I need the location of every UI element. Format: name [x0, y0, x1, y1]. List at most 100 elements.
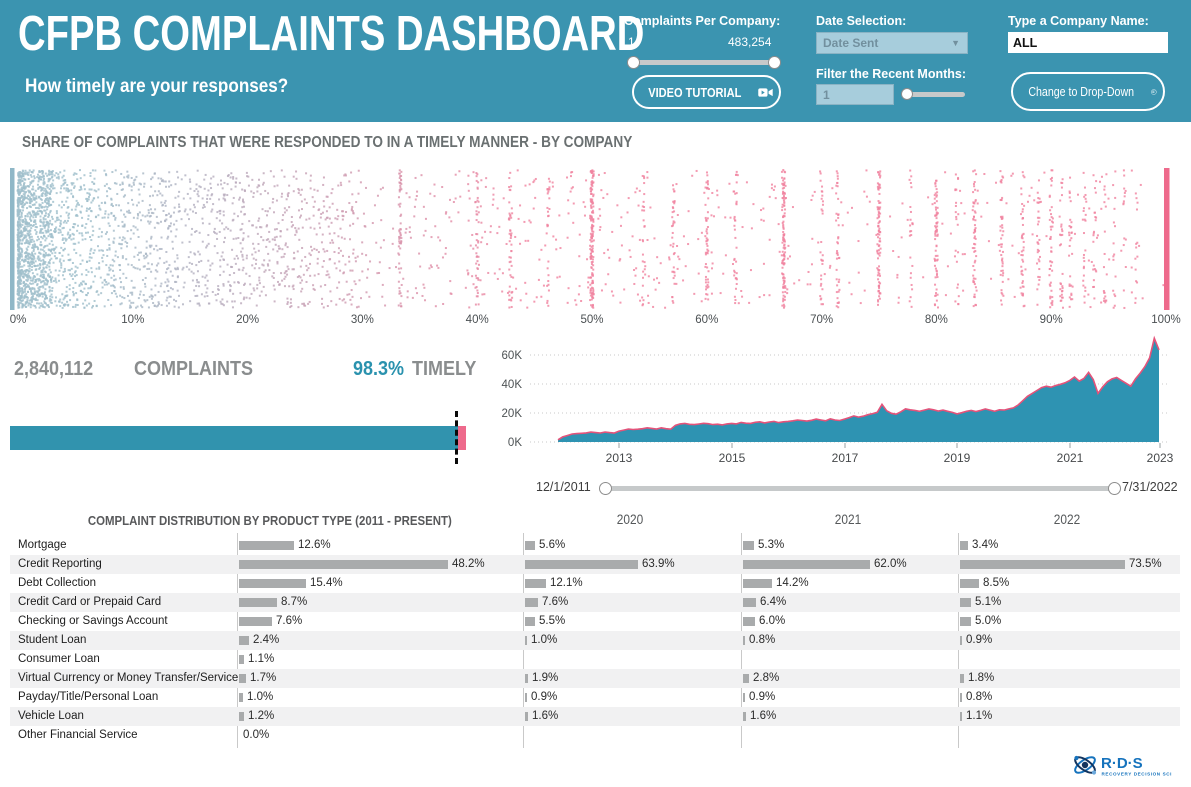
timeliness-scatter-plot[interactable]: [10, 168, 1176, 310]
date-selection-value: Date Sent: [823, 36, 879, 50]
product-share-bar[interactable]: [239, 541, 294, 550]
product-share-bar[interactable]: [743, 636, 745, 645]
video-tutorial-button[interactable]: VIDEO TUTORIAL: [632, 75, 781, 109]
product-share-bar[interactable]: [525, 617, 535, 626]
product-share-bar[interactable]: [743, 541, 754, 550]
product-share-bar[interactable]: [525, 674, 528, 683]
product-share-bar[interactable]: [239, 655, 244, 664]
product-share-value: 48.2%: [452, 558, 485, 570]
date-range-start-handle[interactable]: [599, 482, 612, 495]
product-share-bar[interactable]: [525, 693, 527, 702]
cpc-slider-min-handle[interactable]: [627, 56, 640, 69]
scatter-x-tick-label: 30%: [350, 314, 374, 326]
product-share-value: 0.8%: [966, 691, 993, 703]
logo-text: R·D·S: [1101, 755, 1143, 772]
product-share-value: 0.8%: [749, 634, 776, 646]
scatter-x-tick-label: 50%: [580, 314, 604, 326]
product-share-bar[interactable]: [239, 598, 277, 607]
product-share-bar[interactable]: [525, 579, 546, 588]
filter-months-slider[interactable]: [901, 88, 965, 100]
product-share-bar[interactable]: [239, 693, 243, 702]
product-share-value: 5.0%: [975, 615, 1002, 627]
product-share-bar[interactable]: [743, 598, 756, 607]
product-share-bar[interactable]: [239, 674, 246, 683]
cpc-range-slider[interactable]: [627, 56, 781, 69]
product-share-bar[interactable]: [743, 617, 755, 626]
complaints-over-time-area-chart[interactable]: 0K 20K 40K 60K 2013 2015 2017 2019 2021 2023: [488, 333, 1188, 473]
table-row[interactable]: Credit Reporting 48.2% 63.9% 62.0% 73.5%: [10, 555, 1180, 574]
product-share-bar[interactable]: [960, 560, 1125, 569]
product-share-bar[interactable]: [239, 636, 249, 645]
product-share-bar[interactable]: [239, 560, 448, 569]
table-row[interactable]: Debt Collection 15.4% 12.1% 14.2% 8.5%: [10, 574, 1180, 593]
scatter-x-tick-label: 10%: [121, 314, 145, 326]
product-share-bar[interactable]: [960, 636, 962, 645]
svg-text:2017: 2017: [832, 451, 859, 465]
product-share-value: 15.4%: [310, 577, 343, 589]
timely-share-bar[interactable]: [10, 426, 466, 450]
product-label: Payday/Title/Personal Loan: [18, 691, 159, 703]
product-share-bar[interactable]: [239, 712, 244, 721]
rds-logo: R·D·S RECOVERY DECISION SCIENCE: [1072, 748, 1187, 787]
date-range-end-handle[interactable]: [1108, 482, 1121, 495]
product-share-bar[interactable]: [960, 541, 968, 550]
header-bar: CFPB COMPLAINTS DASHBOARD How timely are…: [0, 0, 1191, 122]
table-row[interactable]: Other Financial Service 0.0%: [10, 726, 1180, 745]
timeline-end-date: 7/31/2022: [1122, 480, 1178, 494]
year-header-2022: 2022: [1053, 512, 1081, 527]
product-share-bar[interactable]: [960, 674, 964, 683]
change-to-dropdown-button[interactable]: Change to Drop-Down: [1011, 72, 1165, 111]
product-label: Other Financial Service: [18, 729, 138, 741]
date-range-slider[interactable]: [599, 482, 1121, 495]
product-share-bar[interactable]: [239, 617, 272, 626]
product-share-bar[interactable]: [960, 693, 962, 702]
product-share-bar[interactable]: [743, 579, 772, 588]
product-share-value: 1.7%: [250, 672, 277, 684]
product-share-value: 5.5%: [539, 615, 566, 627]
product-share-bar[interactable]: [960, 712, 962, 721]
product-share-bar[interactable]: [743, 674, 749, 683]
product-label: Virtual Currency or Money Transfer/Servi…: [18, 672, 239, 684]
table-row[interactable]: Consumer Loan 1.1%: [10, 650, 1180, 669]
scatter-section-title: SHARE OF COMPLAINTS THAT WERE RESPONDED …: [22, 134, 633, 151]
company-name-input[interactable]: [1008, 32, 1168, 53]
product-share-value: 1.1%: [248, 653, 275, 665]
product-share-value: 1.6%: [532, 710, 559, 722]
table-row[interactable]: Mortgage 12.6% 5.6% 5.3% 3.4%: [10, 536, 1180, 555]
table-row[interactable]: Student Loan 2.4% 1.0% 0.8% 0.9%: [10, 631, 1180, 650]
table-row[interactable]: Payday/Title/Personal Loan 1.0% 0.9% 0.9% 0.…: [10, 688, 1180, 707]
page-title: CFPB COMPLAINTS DASHBOARD: [18, 7, 645, 61]
product-share-bar[interactable]: [525, 541, 535, 550]
product-share-bar[interactable]: [525, 636, 527, 645]
area-chart-y-labels: 0K 20K 40K 60K: [502, 350, 523, 449]
product-share-bar[interactable]: [525, 712, 528, 721]
table-row[interactable]: Checking or Savings Account 7.6% 5.5% 6.0% 5…: [10, 612, 1180, 631]
table-row[interactable]: Virtual Currency or Money Transfer/Servi…: [10, 669, 1180, 688]
product-share-bar[interactable]: [960, 579, 979, 588]
cpc-slider-max-handle[interactable]: [768, 56, 781, 69]
date-selection-dropdown[interactable]: Date Sent ▼: [816, 32, 968, 54]
cpc-max-value: 483,254: [728, 35, 772, 49]
total-complaints-value: 2,840,112: [14, 358, 94, 380]
product-share-value: 0.9%: [749, 691, 776, 703]
filter-months-label: Filter the Recent Months:: [816, 67, 967, 81]
svg-text:40K: 40K: [502, 379, 523, 391]
product-label: Checking or Savings Account: [18, 615, 168, 627]
product-share-bar[interactable]: [239, 579, 306, 588]
product-share-bar[interactable]: [743, 693, 745, 702]
product-label: Consumer Loan: [18, 653, 100, 665]
product-share-bar[interactable]: [960, 617, 971, 626]
product-share-bar[interactable]: [743, 560, 870, 569]
product-share-bar[interactable]: [743, 712, 746, 721]
year-header-2020: 2020: [616, 512, 644, 527]
product-share-bar[interactable]: [525, 598, 538, 607]
filter-months-slider-handle[interactable]: [901, 88, 913, 100]
filter-months-input[interactable]: [816, 84, 894, 105]
product-share-bar[interactable]: [960, 598, 971, 607]
product-label: Vehicle Loan: [18, 710, 84, 722]
product-share-bar[interactable]: [525, 560, 638, 569]
timely-percent-value: 98.3%: [353, 358, 405, 380]
table-row[interactable]: Vehicle Loan 1.2% 1.6% 1.6% 1.1%: [10, 707, 1180, 726]
table-row[interactable]: Credit Card or Prepaid Card 8.7% 7.6% 6.4% 5…: [10, 593, 1180, 612]
